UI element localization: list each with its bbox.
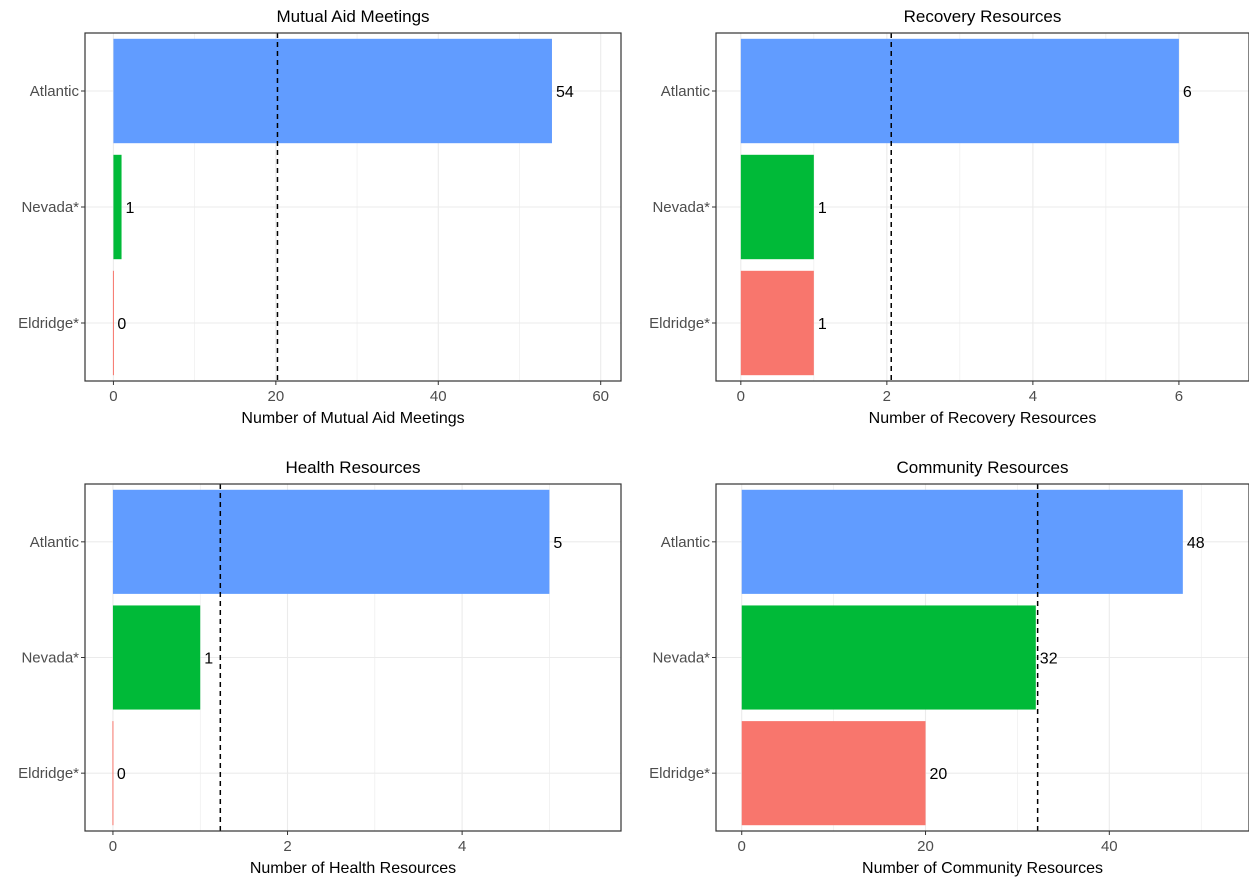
bar-value-label: 48 [1187, 535, 1205, 552]
bar-value-label: 1 [126, 200, 135, 217]
y-tick-label: Nevada* [21, 650, 79, 667]
bar-nevada [113, 154, 122, 260]
x-tick-label: 0 [109, 388, 117, 405]
x-axis-label: Number of Community Resources [862, 860, 1103, 877]
x-tick-label: 40 [430, 388, 447, 405]
x-tick-label: 20 [268, 388, 285, 405]
y-tick-label: Atlantic [30, 83, 80, 100]
x-axis-label: Number of Health Resources [250, 860, 456, 877]
y-tick-label: Nevada* [21, 199, 79, 216]
x-tick-label: 0 [738, 838, 746, 855]
bar-value-label: 20 [930, 766, 948, 783]
chart-title: Recovery Resources [904, 7, 1062, 26]
x-tick-label: 0 [737, 388, 745, 405]
chart-title: Mutual Aid Meetings [276, 7, 429, 26]
bar-atlantic [740, 38, 1179, 144]
chart-title: Community Resources [897, 458, 1069, 477]
x-tick-label: 0 [109, 838, 117, 855]
bar-value-label: 54 [556, 84, 574, 101]
bar-eldridge [740, 270, 814, 376]
x-tick-label: 4 [458, 838, 466, 855]
x-tick-label: 60 [592, 388, 609, 405]
x-tick-label: 40 [1101, 838, 1118, 855]
y-tick-label: Atlantic [661, 534, 711, 551]
y-tick-label: Eldridge* [18, 765, 79, 782]
x-tick-label: 2 [883, 388, 891, 405]
y-tick-label: Atlantic [661, 83, 711, 100]
x-axis-label: Number of Mutual Aid Meetings [241, 410, 464, 427]
bar-value-label: 6 [1183, 84, 1192, 101]
y-tick-label: Nevada* [652, 650, 710, 667]
x-axis-label: Number of Recovery Resources [869, 410, 1097, 427]
chart-panel-community-resources: 48 32 20 Atlantic Nevada* Eldridge* 0 20 40 Commu… [649, 458, 1249, 877]
y-tick-label: Eldridge* [649, 765, 710, 782]
x-tick-label: 4 [1029, 388, 1037, 405]
y-tick-label: Atlantic [30, 534, 80, 551]
bar-eldridge [741, 721, 926, 826]
chart-panel-mutual-aid-meetings: 54 1 0 Atlantic Nevada* Eldridge* 0 20 40 60 Mutua… [18, 7, 622, 427]
y-tick-label: Eldridge* [649, 315, 710, 332]
bar-nevada [741, 605, 1036, 710]
x-tick-label: 20 [917, 838, 934, 855]
bar-nevada [112, 605, 201, 710]
y-tick-label: Nevada* [652, 199, 710, 216]
bar-value-label: 0 [117, 316, 126, 333]
chart-panel-health-resources: 5 1 0 Atlantic Nevada* Eldridge* 0 2 4 Health Res… [18, 458, 622, 877]
chart-title: Health Resources [285, 458, 420, 477]
bar-value-label: 5 [553, 535, 562, 552]
bar-atlantic [112, 489, 550, 594]
bar-value-label: 0 [117, 766, 126, 783]
bar-nevada [740, 154, 814, 260]
bar-value-label: 1 [204, 651, 213, 668]
bar-atlantic [741, 489, 1183, 594]
y-tick-label: Eldridge* [18, 315, 79, 332]
x-tick-label: 2 [283, 838, 291, 855]
bar-value-label: 1 [818, 200, 827, 217]
bar-value-label: 1 [818, 316, 827, 333]
chart-panel-recovery-resources: 6 1 1 Atlantic Nevada* Eldridge* 0 2 4 6 Recovery … [649, 7, 1249, 427]
bar-atlantic [113, 38, 552, 144]
bar-value-label: 32 [1040, 651, 1058, 668]
x-tick-label: 6 [1175, 388, 1183, 405]
